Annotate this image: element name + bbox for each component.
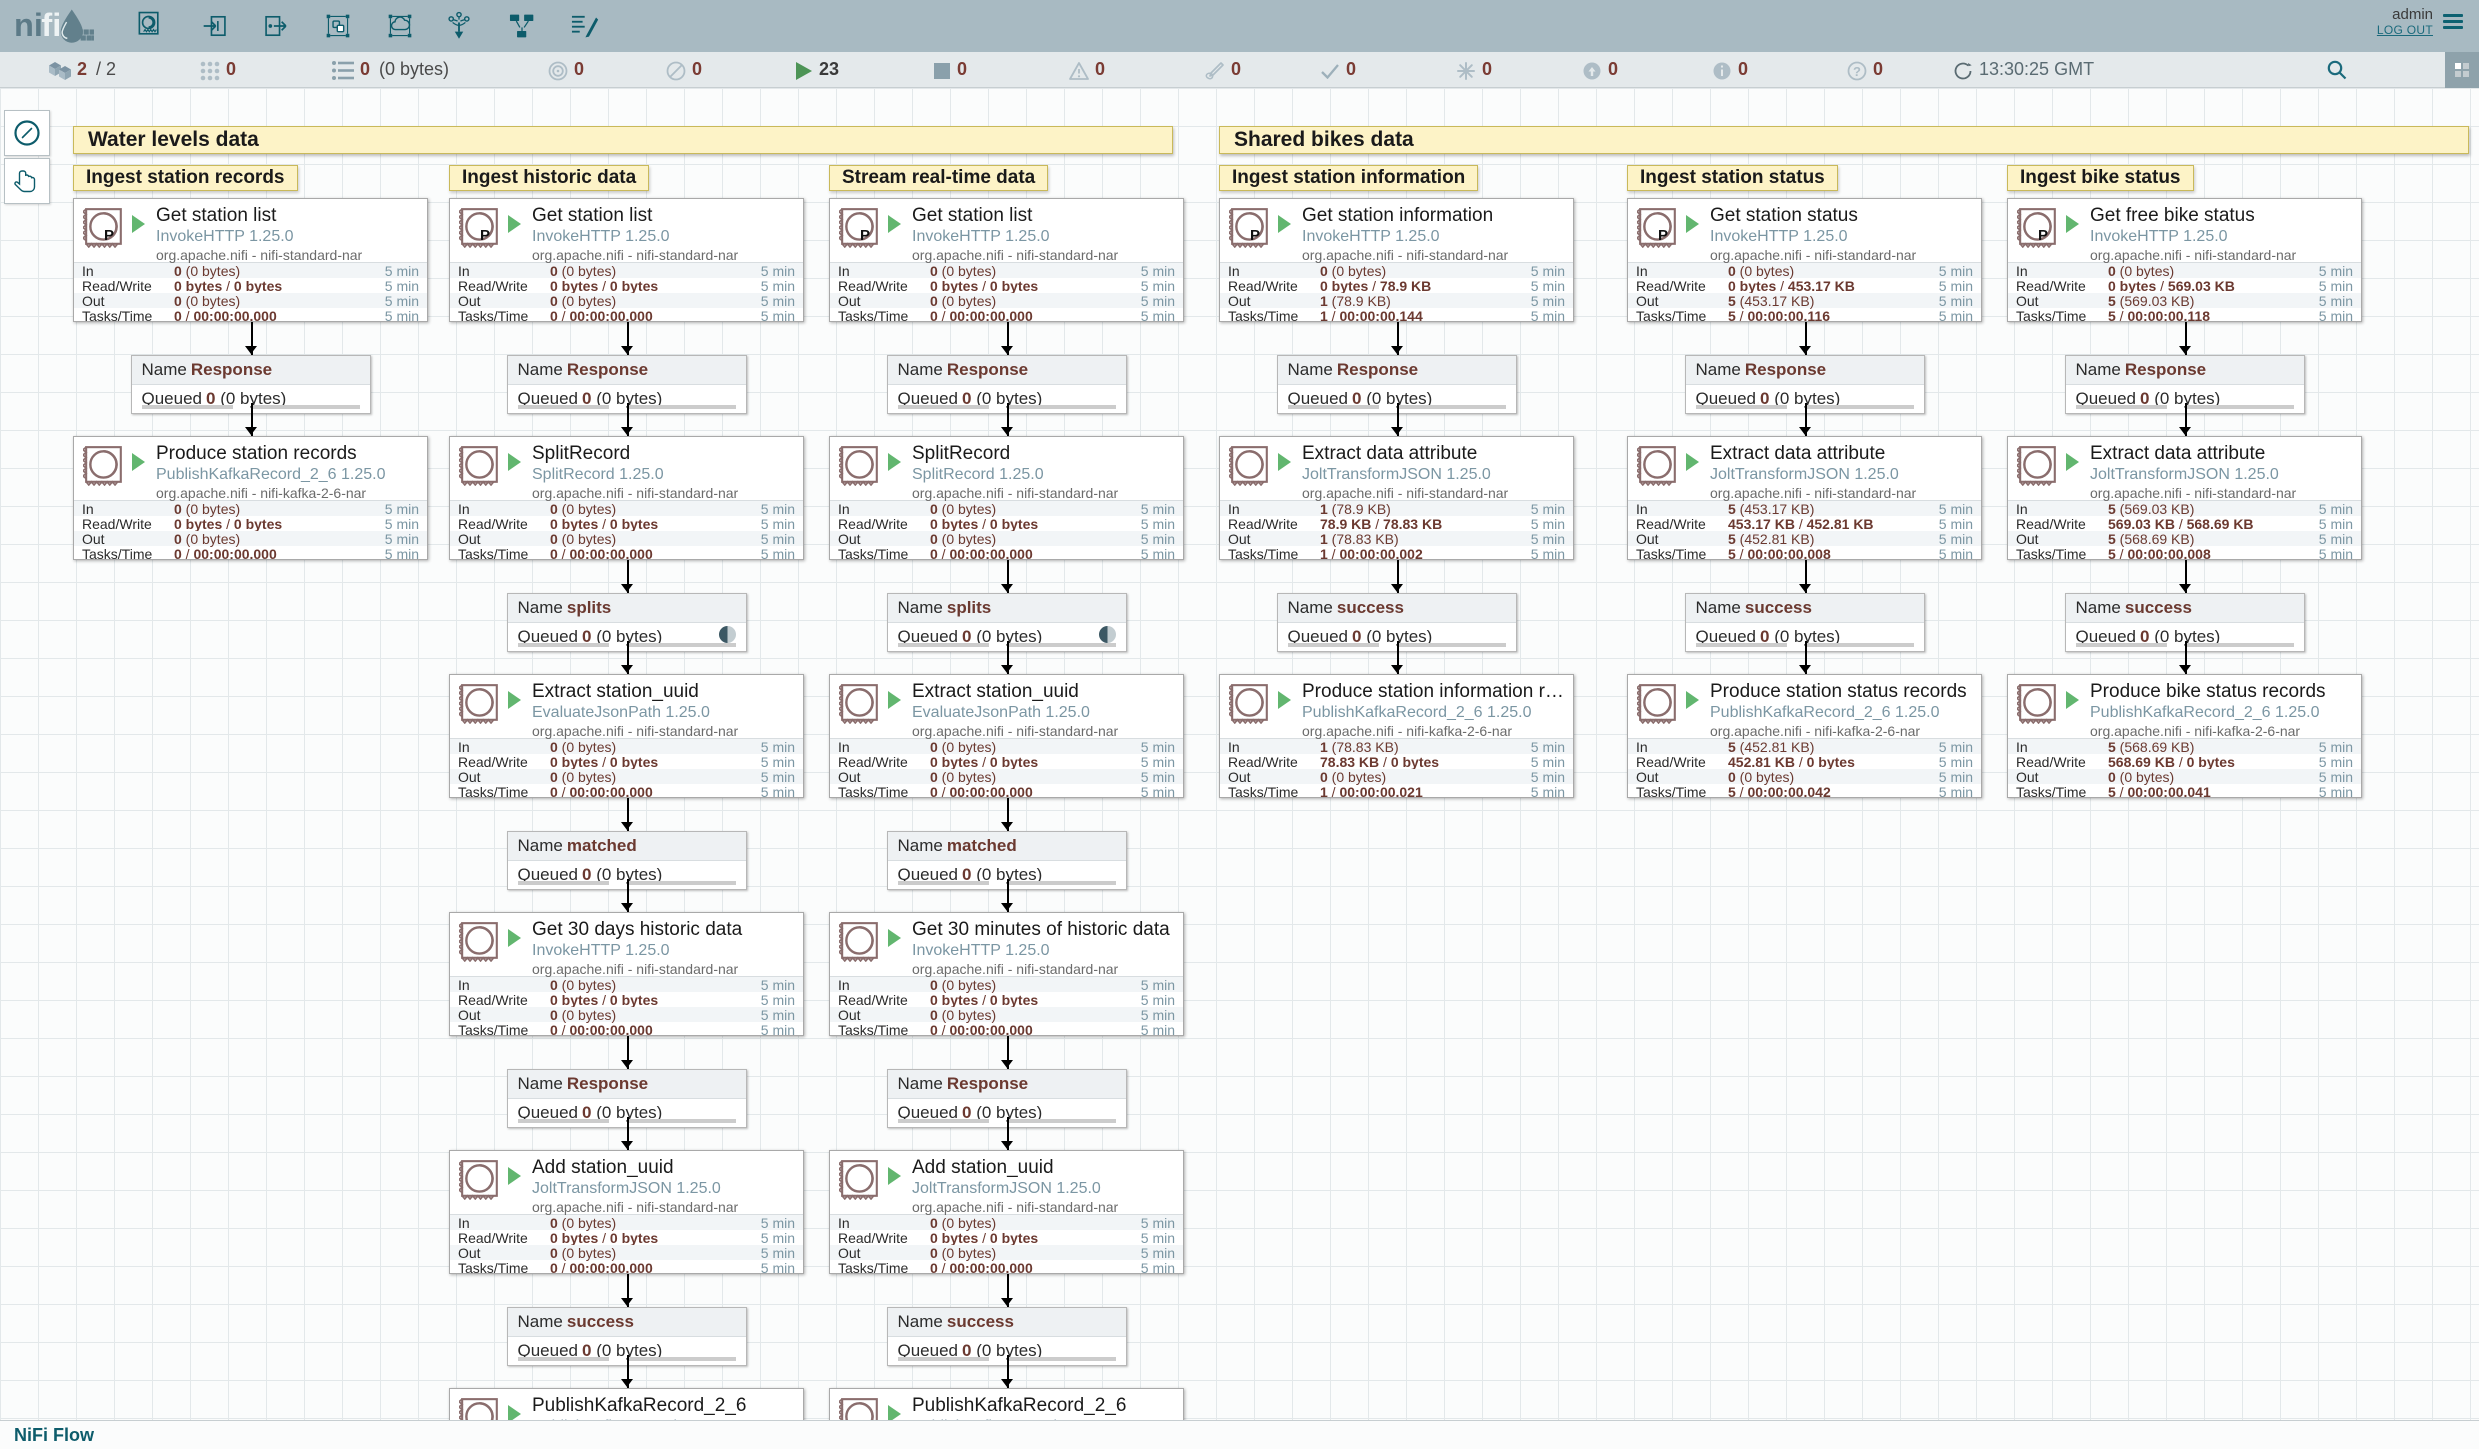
svg-text:?: ? [1853, 64, 1861, 79]
